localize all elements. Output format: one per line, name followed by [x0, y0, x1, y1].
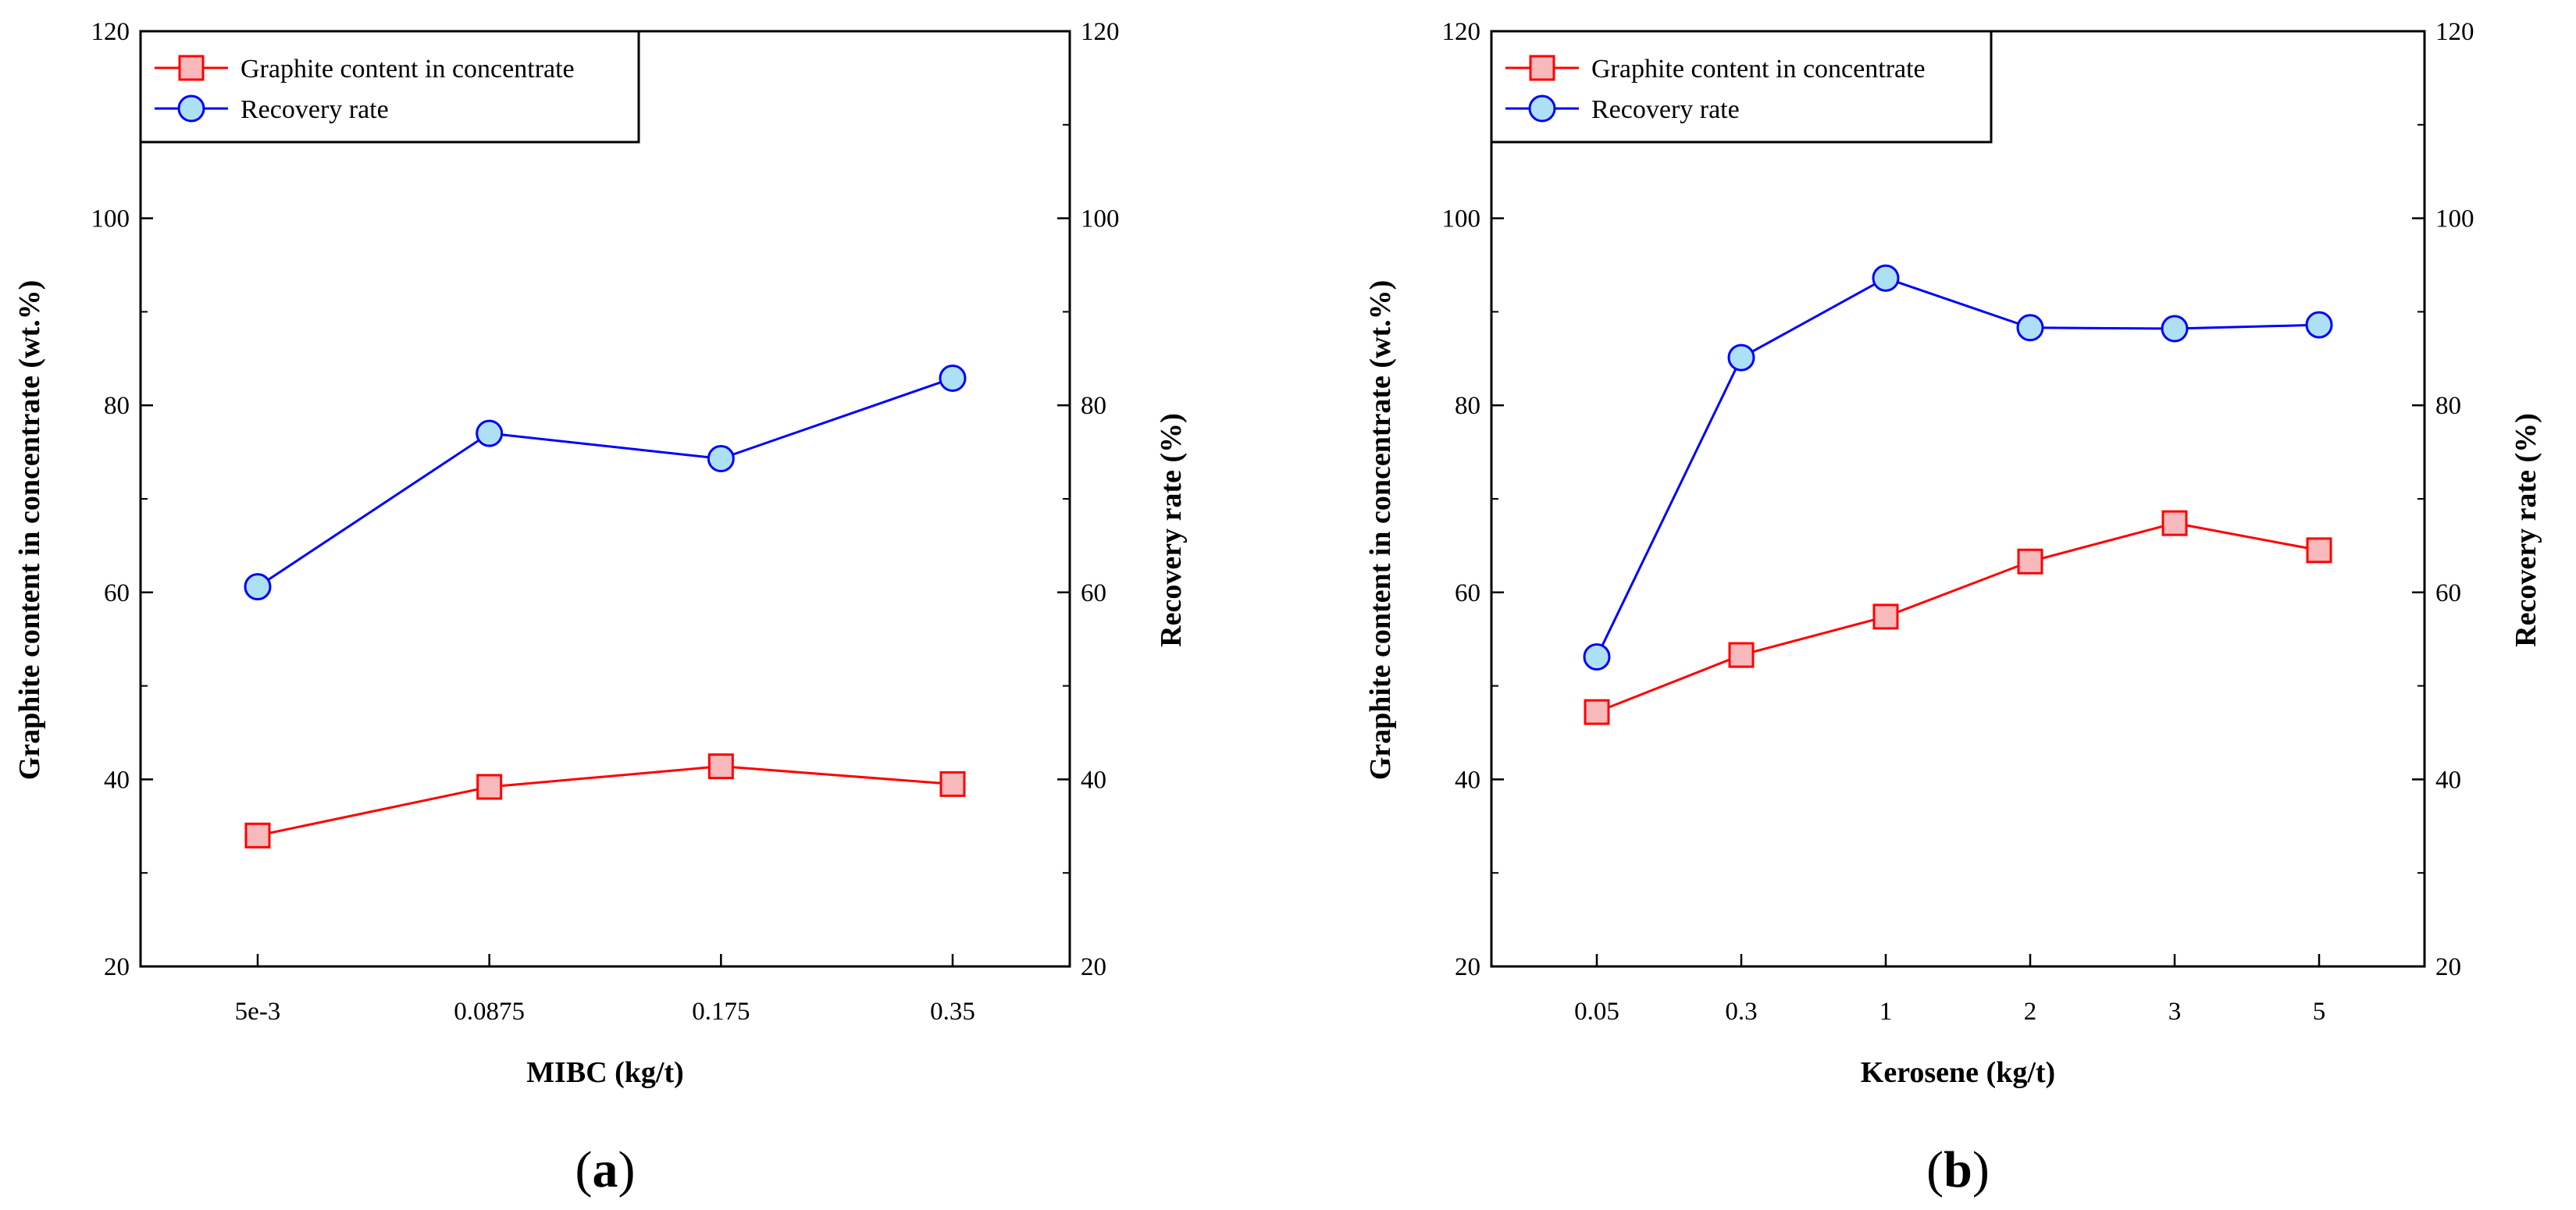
- legend-box: [1490, 30, 1993, 144]
- y-right-tick-label: 60: [2435, 579, 2461, 607]
- graphite-content-marker: [1872, 603, 1899, 630]
- chart-panel-b: 20 40 60 80 100 120 20 40 60 80 100 120 0.05 0.3 1 2 3 5 K…: [1364, 18, 2542, 1198]
- legend-circle-marker: [177, 94, 205, 123]
- legend-circle-marker: [1528, 94, 1556, 123]
- panel-caption: (b): [1926, 1141, 1990, 1198]
- x-tick-label: 5e-3: [235, 998, 281, 1026]
- x-axis-title: MIBC (kg/t): [526, 1056, 684, 1089]
- y-left-tick-label: 60: [104, 579, 130, 607]
- y-right-tick-label: 120: [1081, 18, 1120, 46]
- legend-square-marker: [1529, 55, 1555, 81]
- legend: Graphite content in concentrate Recovery …: [1490, 30, 1993, 144]
- graphite-content-marker: [939, 770, 966, 797]
- recovery-rate-marker: [939, 364, 967, 392]
- y-right-tick-label: 40: [1081, 766, 1106, 794]
- caption-paren: (: [575, 1141, 593, 1198]
- y-right-tick-label: 80: [2435, 392, 2461, 420]
- panel-label: a: [593, 1141, 618, 1198]
- graphite-content-marker: [707, 753, 734, 780]
- y-left-tick-label: 100: [91, 205, 130, 233]
- legend-box: [139, 30, 640, 144]
- x-tick-label: 2: [2024, 998, 2037, 1026]
- caption-paren: ): [1972, 1141, 1990, 1198]
- y-right-tick-label: 120: [2435, 18, 2474, 46]
- graphite-content-marker: [476, 774, 503, 800]
- recovery-rate-marker: [476, 419, 504, 447]
- y-right-axis-title: Recovery rate (%): [2510, 413, 2542, 647]
- y-left-tick-label: 40: [104, 766, 130, 794]
- graphite-content-marker: [1728, 642, 1755, 668]
- graphite-content-marker: [244, 822, 271, 849]
- y-left-axis-title: Graphite content in concentrate (wt.%): [13, 280, 46, 781]
- y-right-tick-label: 40: [2435, 766, 2461, 794]
- y-left-axis-title: Graphite content in concentrate (wt.%): [1364, 280, 1397, 781]
- x-tick-label: 0.175: [692, 998, 750, 1026]
- y-left-tick-label: 20: [104, 953, 130, 981]
- y-left-tick-label: 40: [1455, 766, 1480, 794]
- series-line-graphite-content: [1596, 521, 2320, 714]
- panel-label: b: [1944, 1141, 1972, 1198]
- y-right-tick-label: 20: [2435, 953, 2461, 981]
- legend-label: Graphite content in concentrate: [240, 55, 575, 84]
- legend: Graphite content in concentrate Recovery …: [139, 30, 640, 144]
- series-line-recovery-rate: [257, 377, 953, 588]
- caption-paren: (: [1926, 1141, 1944, 1198]
- y-right-tick-label: 80: [1081, 392, 1106, 420]
- panel-caption: (a): [575, 1141, 636, 1198]
- recovery-rate-marker: [1727, 343, 1755, 372]
- y-left-tick-label: 120: [1442, 18, 1481, 46]
- y-right-tick-label: 20: [1081, 953, 1106, 981]
- caption-paren: ): [618, 1141, 636, 1198]
- x-tick-label: 3: [2168, 998, 2182, 1026]
- series-line-recovery-rate: [1595, 276, 2320, 658]
- recovery-rate-marker: [1583, 642, 1611, 671]
- graphite-content-marker: [2161, 510, 2188, 536]
- graphite-content-marker: [2017, 548, 2043, 575]
- legend-square-marker: [178, 55, 205, 81]
- legend-label: Recovery rate: [1591, 95, 1740, 124]
- graphite-content-marker: [1584, 699, 1610, 725]
- y-left-tick-label: 80: [1455, 392, 1480, 420]
- y-left-tick-label: 120: [91, 18, 130, 46]
- plot-frame: [139, 30, 1071, 968]
- x-tick-label: 0.05: [1574, 998, 1619, 1026]
- x-tick-label: 1: [1879, 998, 1893, 1026]
- y-right-tick-label: 60: [1081, 579, 1106, 607]
- recovery-rate-marker: [707, 444, 735, 472]
- recovery-rate-marker: [2161, 315, 2189, 343]
- legend-label: Recovery rate: [240, 95, 389, 124]
- x-tick-label: 0.3: [1725, 998, 1757, 1026]
- y-right-axis-title: Recovery rate (%): [1155, 413, 1188, 647]
- series-line-graphite-content: [257, 765, 953, 837]
- x-tick-label: 0.0875: [454, 998, 525, 1026]
- graphite-content-marker: [2306, 537, 2332, 564]
- y-right-tick-label: 100: [1081, 205, 1120, 233]
- recovery-rate-marker: [1872, 264, 1900, 292]
- chart-panel-a: 20 40 60 80 100 120 20 40 60 80 100 120 5e-3 0.0875 0.…: [13, 18, 1188, 1198]
- y-left-tick-label: 80: [104, 392, 130, 420]
- recovery-rate-marker: [244, 573, 272, 601]
- recovery-rate-marker: [2016, 314, 2044, 342]
- legend-label: Graphite content in concentrate: [1591, 55, 1926, 84]
- y-right-tick-label: 100: [2435, 205, 2474, 233]
- x-axis-title: Kerosene (kg/t): [1861, 1056, 2055, 1089]
- x-tick-label: 5: [2313, 998, 2326, 1026]
- y-left-tick-label: 60: [1455, 579, 1480, 607]
- y-left-tick-label: 20: [1455, 953, 1480, 981]
- plot-frame: [1490, 30, 2426, 968]
- y-left-tick-label: 100: [1442, 205, 1481, 233]
- x-tick-label: 0.35: [930, 998, 975, 1026]
- recovery-rate-marker: [2305, 311, 2333, 339]
